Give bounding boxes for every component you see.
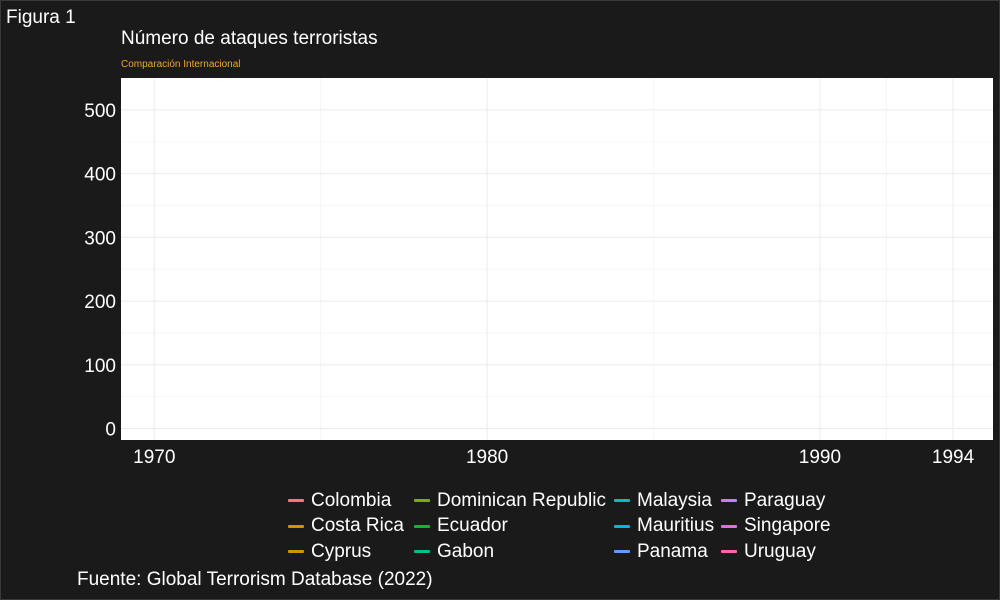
legend-label: Costa Rica — [311, 515, 404, 537]
legend-label: Singapore — [744, 515, 831, 537]
legend-label: Colombia — [311, 489, 392, 511]
y-tick-label: 500 — [84, 101, 116, 122]
legend-label: Uruguay — [744, 540, 816, 562]
legend-key — [614, 499, 630, 503]
plot-panel — [121, 78, 993, 440]
legend-label: Mauritius — [637, 515, 715, 537]
y-tick-label: 200 — [84, 292, 116, 313]
chart-subtitle: Comparación Internacional — [121, 59, 241, 70]
legend-item: Dominican Republic — [414, 488, 614, 514]
legend-label: Gabon — [437, 540, 495, 562]
x-tick-label: 1990 — [799, 447, 841, 468]
x-tick-label: 1970 — [133, 447, 175, 468]
legend-key — [288, 499, 304, 503]
legend-key — [721, 524, 737, 528]
chart-legend: Colombia Costa Rica Cyprus Dominican Republ… — [288, 488, 831, 565]
legend-label: Dominican Republic — [437, 489, 606, 511]
legend-label: Malaysia — [637, 489, 712, 511]
legend-key — [414, 550, 430, 554]
legend-item: Singapore — [721, 514, 831, 540]
legend-item: Ecuador — [414, 514, 614, 540]
chart-title: Número de ataques terroristas — [121, 28, 378, 49]
legend-key — [288, 524, 304, 528]
legend-item: Panama — [614, 539, 721, 565]
figure-label: Figura 1 — [6, 7, 76, 28]
legend-item: Malaysia — [614, 488, 721, 514]
legend-key — [414, 499, 430, 503]
source-caption: Fuente: Global Terrorism Database (2022) — [77, 569, 433, 590]
legend-item: Mauritius — [614, 514, 721, 540]
legend-label: Cyprus — [311, 540, 372, 562]
legend-item: Gabon — [414, 539, 614, 565]
legend-label: Panama — [637, 540, 708, 562]
legend-label: Ecuador — [437, 515, 508, 537]
legend-label: Paraguay — [744, 489, 826, 511]
y-tick-label: 300 — [84, 228, 116, 249]
y-tick-label: 400 — [84, 165, 116, 186]
y-tick-label: 100 — [84, 356, 116, 377]
legend-key — [288, 550, 304, 554]
legend-item: Costa Rica — [288, 514, 414, 540]
legend-item: Cyprus — [288, 539, 414, 565]
legend-key — [614, 524, 630, 528]
x-tick-label: 1994 — [932, 447, 975, 468]
legend-item: Uruguay — [721, 539, 831, 565]
legend-item: Paraguay — [721, 488, 831, 514]
legend-key — [614, 550, 630, 554]
x-tick-label: 1980 — [466, 447, 508, 468]
legend-key — [414, 524, 430, 528]
legend-item: Colombia — [288, 488, 414, 514]
legend-key — [721, 499, 737, 503]
y-tick-label: 0 — [105, 420, 116, 441]
legend-key — [721, 550, 737, 554]
